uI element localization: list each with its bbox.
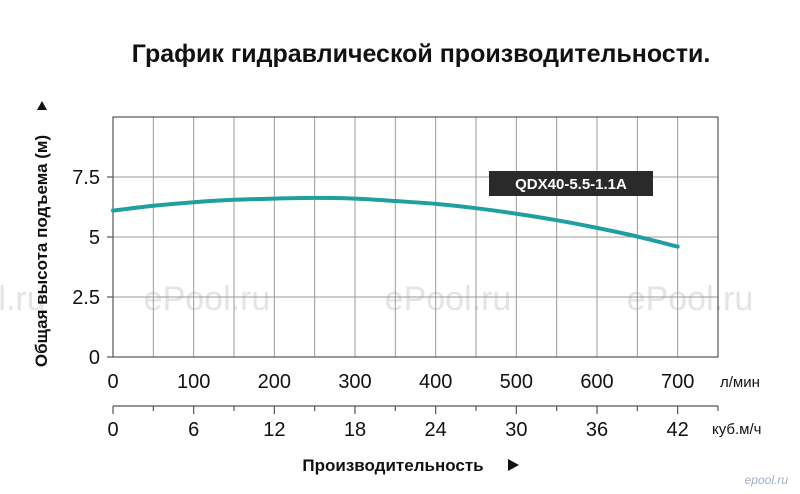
y-axis-arrow-icon — [37, 101, 47, 110]
y-axis-title: Общая высота подъема (м) — [32, 135, 51, 367]
grid-layer — [112, 116, 719, 358]
x-tick-label-secondary: 0 — [107, 419, 118, 441]
x-tick-label-primary: 100 — [177, 371, 210, 393]
x-axis-title: Производительность — [302, 456, 483, 475]
chart-title: График гидравлической производительности… — [132, 40, 711, 68]
x-tick-label-secondary: 36 — [586, 419, 608, 441]
x-tick-label-primary: 300 — [338, 371, 371, 393]
y-tick-label: 7.5 — [72, 167, 100, 189]
x-tick-label-primary: 200 — [258, 371, 291, 393]
x-tick-label-primary: 700 — [661, 371, 694, 393]
legend-label: QDX40-5.5-1.1A — [489, 171, 653, 196]
x-tick-label-secondary: 6 — [188, 419, 199, 441]
x-tick-label-secondary: 30 — [505, 419, 527, 441]
y-tick-label: 5 — [89, 227, 100, 249]
x-tick-label-primary: 500 — [500, 371, 533, 393]
x-tick-label-primary: 0 — [107, 371, 118, 393]
x-tick-label-secondary: 24 — [425, 419, 447, 441]
legend-background — [489, 171, 653, 196]
watermark: ePool.ru — [385, 280, 512, 318]
x-tick-label-secondary: 12 — [263, 419, 285, 441]
watermark: ePool.ru — [627, 280, 754, 318]
logo: epool.ru — [745, 473, 789, 487]
x-tick-label-secondary: 42 — [667, 419, 689, 441]
x-axis-arrow-icon — [508, 459, 519, 471]
legend-text: QDX40-5.5-1.1A — [515, 176, 627, 193]
series-layer: QDX40-5.5-1.1A — [111, 171, 680, 249]
x-tick-label-primary: 400 — [419, 371, 452, 393]
x-tick-label-primary: 600 — [580, 371, 613, 393]
axis-layer: 0 2.5 5 7.5 0 100 200 300 400 500 600 700 0 6 12 18 24 30… — [72, 167, 719, 441]
y-tick-label: 2.5 — [72, 287, 100, 309]
watermark: ePool.ru — [144, 280, 271, 318]
x-tick-label-secondary: 18 — [344, 419, 366, 441]
watermark-layer: l.ru ePool.ru ePool.ru ePool.ru — [0, 280, 753, 318]
y-tick-label: 0 — [89, 347, 100, 369]
watermark: l.ru — [0, 280, 46, 318]
x-unit-secondary: куб.м/ч — [712, 421, 761, 438]
x-unit-primary: л/мин — [720, 374, 760, 391]
